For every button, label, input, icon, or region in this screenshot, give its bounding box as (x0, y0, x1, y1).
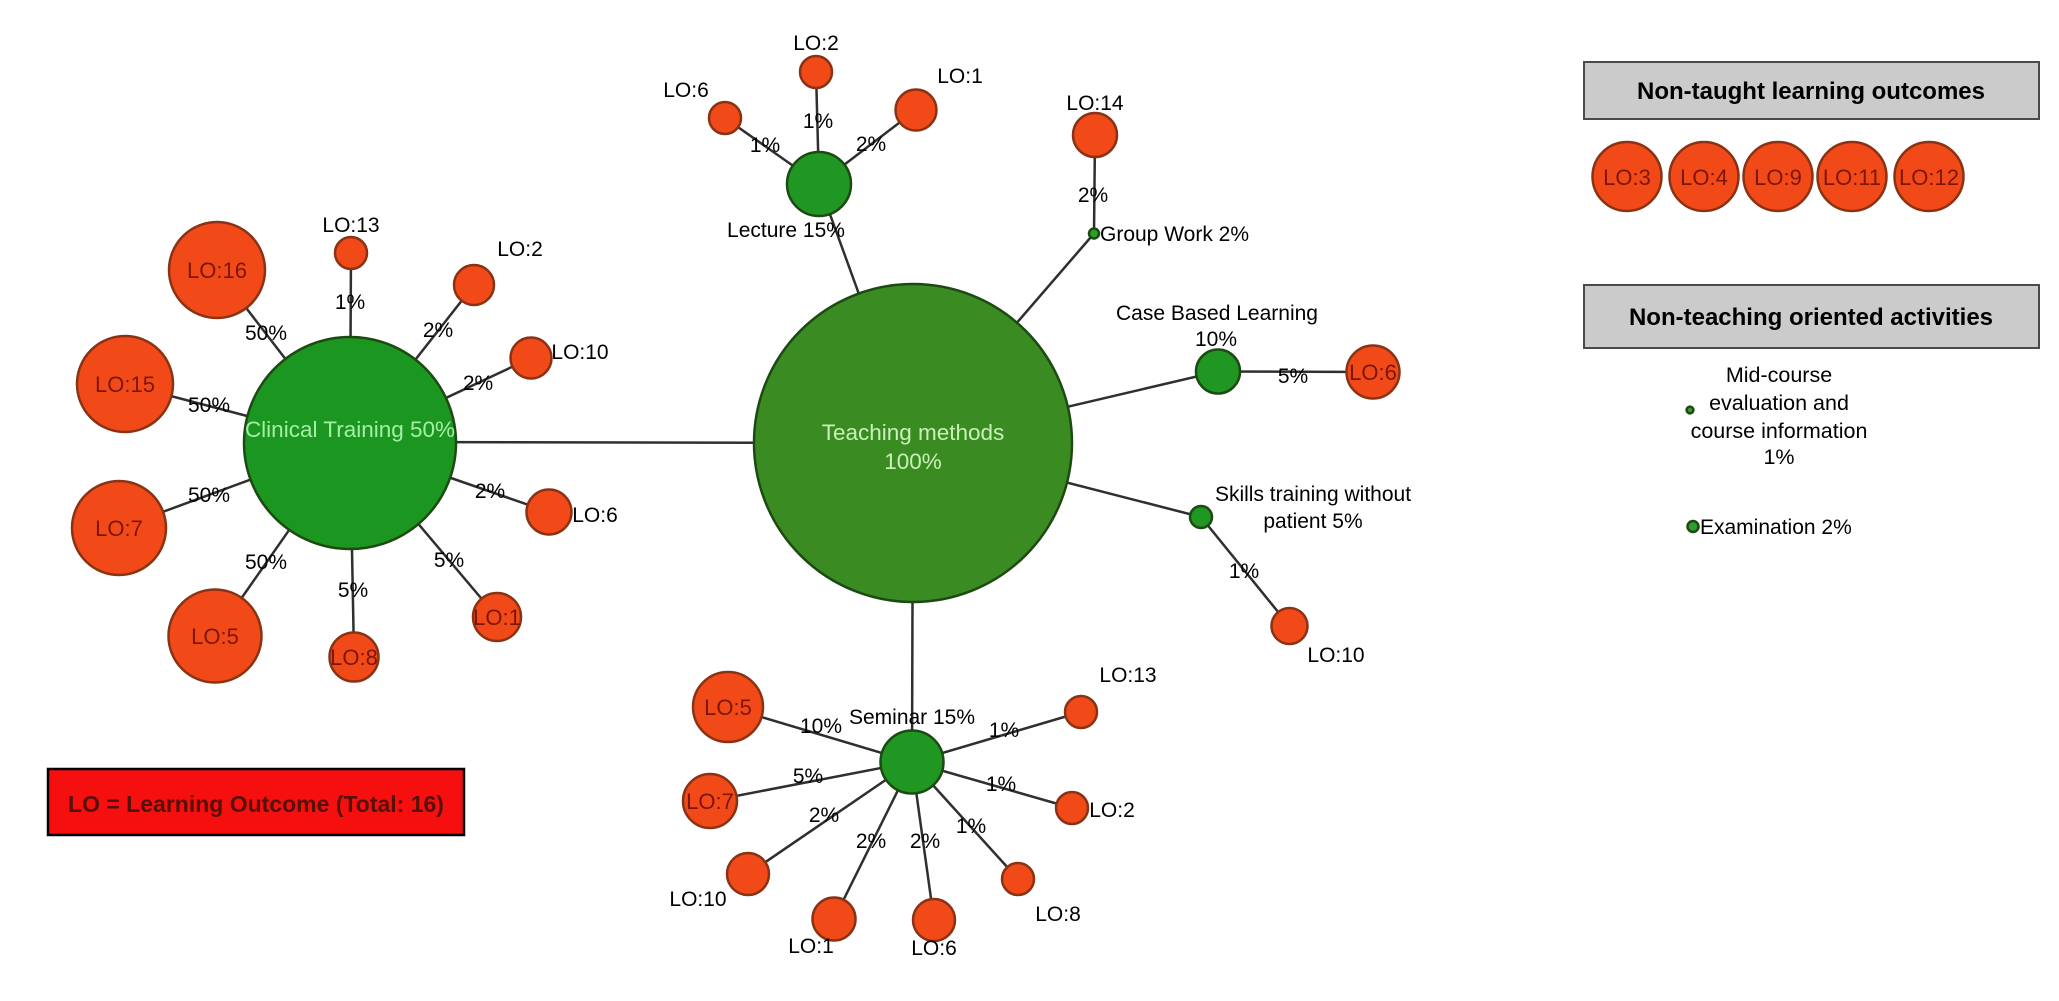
svg-text:10%: 10% (1195, 328, 1237, 351)
svg-text:LO:13: LO:13 (322, 214, 379, 237)
svg-text:2%: 2% (475, 480, 505, 503)
svg-text:5%: 5% (434, 549, 464, 572)
svg-text:1%: 1% (803, 110, 833, 133)
svg-text:LO:1: LO:1 (473, 605, 521, 630)
svg-text:LO:6: LO:6 (663, 79, 709, 102)
svg-text:2%: 2% (856, 133, 886, 156)
svg-text:1%: 1% (750, 134, 780, 157)
svg-text:LO:11: LO:11 (1823, 165, 1881, 190)
svg-text:LO:6: LO:6 (911, 937, 957, 960)
svg-text:2%: 2% (423, 319, 453, 342)
svg-text:LO:3: LO:3 (1603, 165, 1651, 190)
svg-text:LO:15: LO:15 (95, 372, 155, 397)
svg-text:2%: 2% (910, 830, 940, 853)
svg-text:1%: 1% (986, 773, 1016, 796)
svg-text:LO:8: LO:8 (1035, 903, 1081, 926)
svg-text:LO:1: LO:1 (788, 935, 834, 958)
svg-text:1%: 1% (956, 815, 986, 838)
svg-text:2%: 2% (809, 804, 839, 827)
svg-text:LO:6: LO:6 (1349, 360, 1397, 385)
svg-text:LO = Learning Outcome (Total:: LO = Learning Outcome (Total: 16) (68, 791, 444, 817)
svg-text:LO:9: LO:9 (1754, 165, 1802, 190)
svg-text:2%: 2% (1078, 184, 1108, 207)
svg-text:10%: 10% (800, 715, 842, 738)
svg-text:50%: 50% (188, 484, 230, 507)
svg-text:LO:8: LO:8 (330, 645, 378, 670)
svg-text:LO:2: LO:2 (793, 32, 839, 55)
svg-text:Non-taught learning outcomes: Non-taught learning outcomes (1637, 78, 1985, 105)
svg-text:LO:16: LO:16 (187, 258, 247, 283)
svg-text:LO:12: LO:12 (1899, 165, 1959, 190)
svg-text:LO:7: LO:7 (686, 789, 734, 814)
svg-text:5%: 5% (793, 765, 823, 788)
svg-text:patient 5%: patient 5% (1263, 510, 1362, 533)
svg-text:50%: 50% (188, 394, 230, 417)
svg-text:LO:6: LO:6 (572, 504, 618, 527)
svg-text:LO:7: LO:7 (95, 516, 143, 541)
svg-text:2%: 2% (856, 830, 886, 853)
svg-text:LO:2: LO:2 (1089, 799, 1135, 822)
svg-text:LO:10: LO:10 (669, 888, 726, 911)
svg-text:LO:4: LO:4 (1680, 165, 1728, 190)
svg-text:Clinical Training 50%: Clinical Training 50% (245, 417, 455, 442)
svg-text:LO:5: LO:5 (704, 695, 752, 720)
svg-text:LO:5: LO:5 (191, 624, 239, 649)
svg-text:Mid-course: Mid-course (1726, 363, 1832, 387)
svg-text:2%: 2% (463, 372, 493, 395)
svg-text:1%: 1% (1229, 560, 1259, 583)
svg-text:Case Based Learning: Case Based Learning (1116, 302, 1318, 325)
svg-text:Seminar 15%: Seminar 15% (849, 706, 975, 729)
svg-text:LO:13: LO:13 (1099, 664, 1156, 687)
svg-text:50%: 50% (245, 322, 287, 345)
svg-text:Group Work 2%: Group Work 2% (1100, 223, 1249, 246)
svg-text:LO:1: LO:1 (937, 65, 983, 88)
svg-text:Lecture 15%: Lecture 15% (727, 219, 845, 242)
svg-text:1%: 1% (989, 719, 1019, 742)
svg-text:LO:14: LO:14 (1066, 92, 1124, 115)
svg-text:LO:10: LO:10 (551, 341, 608, 364)
svg-text:Non-teaching oriented activiti: Non-teaching oriented activities (1629, 304, 1993, 331)
svg-text:50%: 50% (245, 551, 287, 574)
svg-text:course information: course information (1691, 419, 1868, 443)
svg-text:Teaching methods: Teaching methods (822, 420, 1005, 445)
svg-text:LO:10: LO:10 (1307, 644, 1364, 667)
svg-text:1%: 1% (335, 291, 365, 314)
svg-text:LO:2: LO:2 (497, 238, 543, 261)
svg-text:100%: 100% (884, 449, 942, 474)
svg-text:Skills training without: Skills training without (1215, 483, 1411, 506)
svg-text:evaluation and: evaluation and (1709, 391, 1849, 415)
svg-text:1%: 1% (1763, 445, 1794, 469)
svg-text:5%: 5% (338, 579, 368, 602)
svg-text:5%: 5% (1278, 365, 1308, 388)
svg-text:Examination 2%: Examination 2% (1700, 516, 1852, 539)
